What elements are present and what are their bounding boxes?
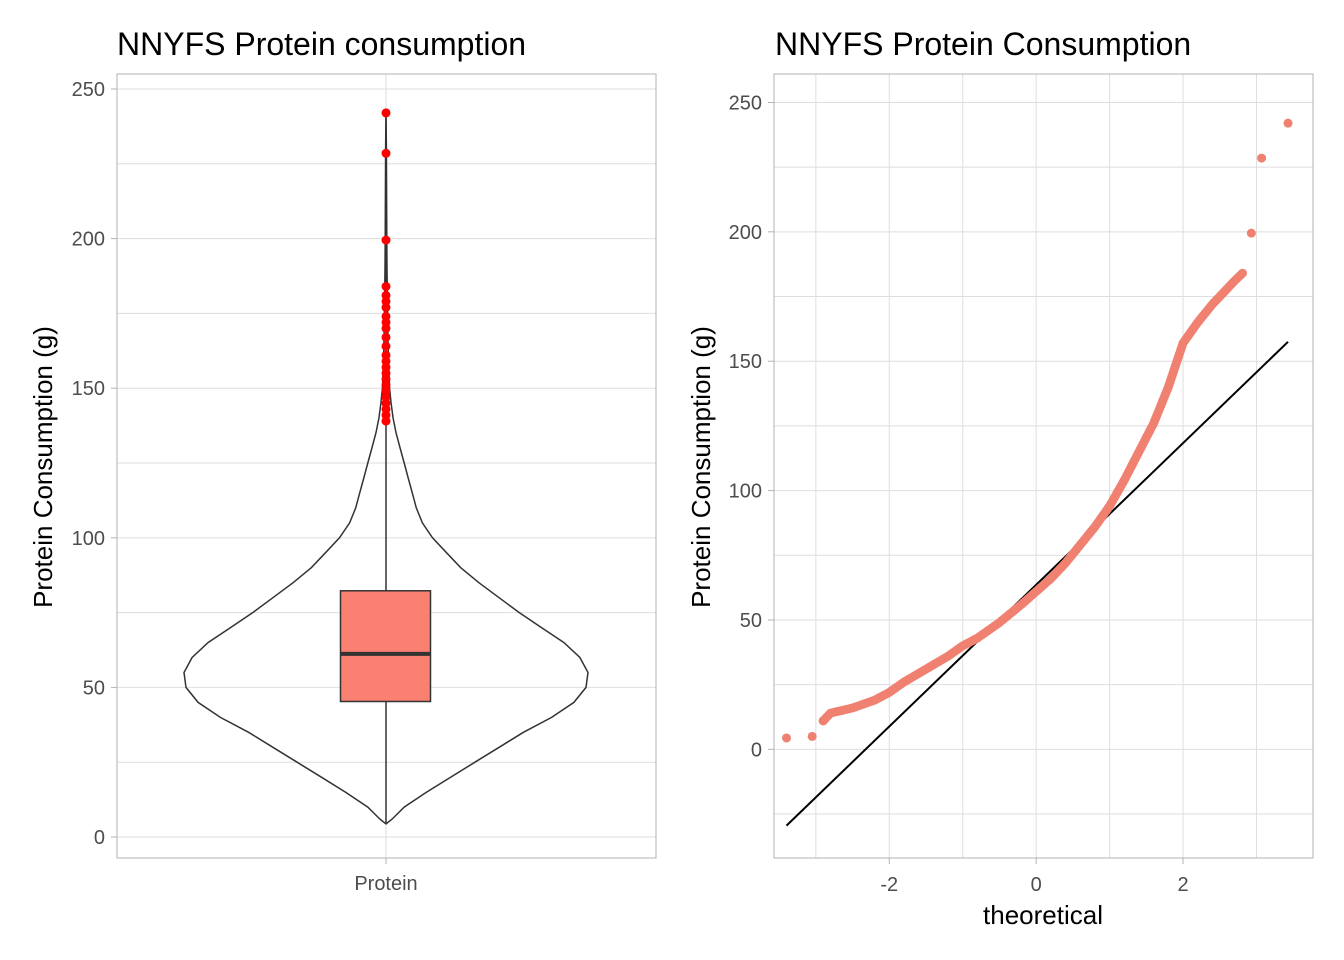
qq-point [1246,228,1256,238]
outlier-point [381,332,391,342]
violin-y-label: Protein Consumption (g) [28,326,58,608]
qq-y-tick-label: 100 [729,481,762,503]
qq-point [1283,118,1293,128]
outlier-point [381,281,391,291]
qq-reference-line [785,341,1289,827]
qq-y-label: Protein Consumption (g) [686,326,716,608]
violin-x-tick-protein: Protein [354,873,417,895]
qq-y-ticks: 0 50 100 150 200 250 [729,92,774,761]
violin-y-tick-label: 50 [83,677,105,699]
qq-panel-border [773,73,1314,859]
qq-x-tick-label: 2 [1177,874,1188,896]
qq-y-tick-label: 0 [751,739,762,761]
qq-title: NNYFS Protein Consumption [775,26,1191,62]
outlier-point [381,108,391,118]
qq-y-tick-label: 50 [740,610,762,632]
qq-x-tick-label: 0 [1031,874,1042,896]
qq-x-tick-label: -2 [880,874,898,896]
qq-x-ticks: -2 0 2 [880,858,1189,896]
violin-y-tick-label: 200 [72,229,105,251]
qq-gridlines [774,74,1313,858]
violin-y-ticks: 0 50 100 150 200 250 [72,79,117,849]
outlier-point [381,350,391,360]
violin-y-tick-label: 100 [72,528,105,550]
qq-point [1238,268,1248,278]
qq-points [781,118,1293,743]
box-iqr [339,590,432,703]
qq-x-label: theoretical [983,900,1103,930]
qq-panel: NNYFS Protein Consumption Protein Consum… [686,26,1314,930]
violin-panel: NNYFS Protein consumption Protein Consum… [28,26,657,895]
qq-point [1257,153,1267,163]
outlier-point [381,341,391,351]
violin-y-tick-label: 150 [72,378,105,400]
violin-y-tick-label: 250 [72,79,105,101]
outlier-point [381,290,391,300]
qq-y-tick-label: 150 [729,351,762,373]
outlier-point [381,311,391,321]
violin-y-tick-label: 0 [94,827,105,849]
qq-y-tick-label: 250 [729,92,762,114]
qq-y-tick-label: 200 [729,222,762,244]
qq-point [781,733,791,743]
violin-title: NNYFS Protein consumption [117,26,526,62]
outlier-point [381,235,391,245]
outlier-points [381,108,391,426]
qq-point [807,731,817,741]
outlier-point [381,148,391,158]
